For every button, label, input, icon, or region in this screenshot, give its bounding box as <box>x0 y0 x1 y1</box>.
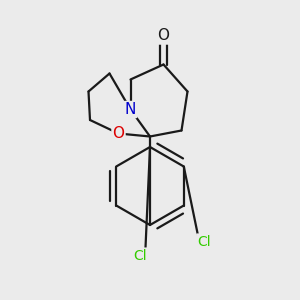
Text: Cl: Cl <box>197 235 211 248</box>
Text: N: N <box>125 102 136 117</box>
Text: O: O <box>112 126 124 141</box>
Text: Cl: Cl <box>134 249 147 262</box>
Text: O: O <box>158 28 169 44</box>
